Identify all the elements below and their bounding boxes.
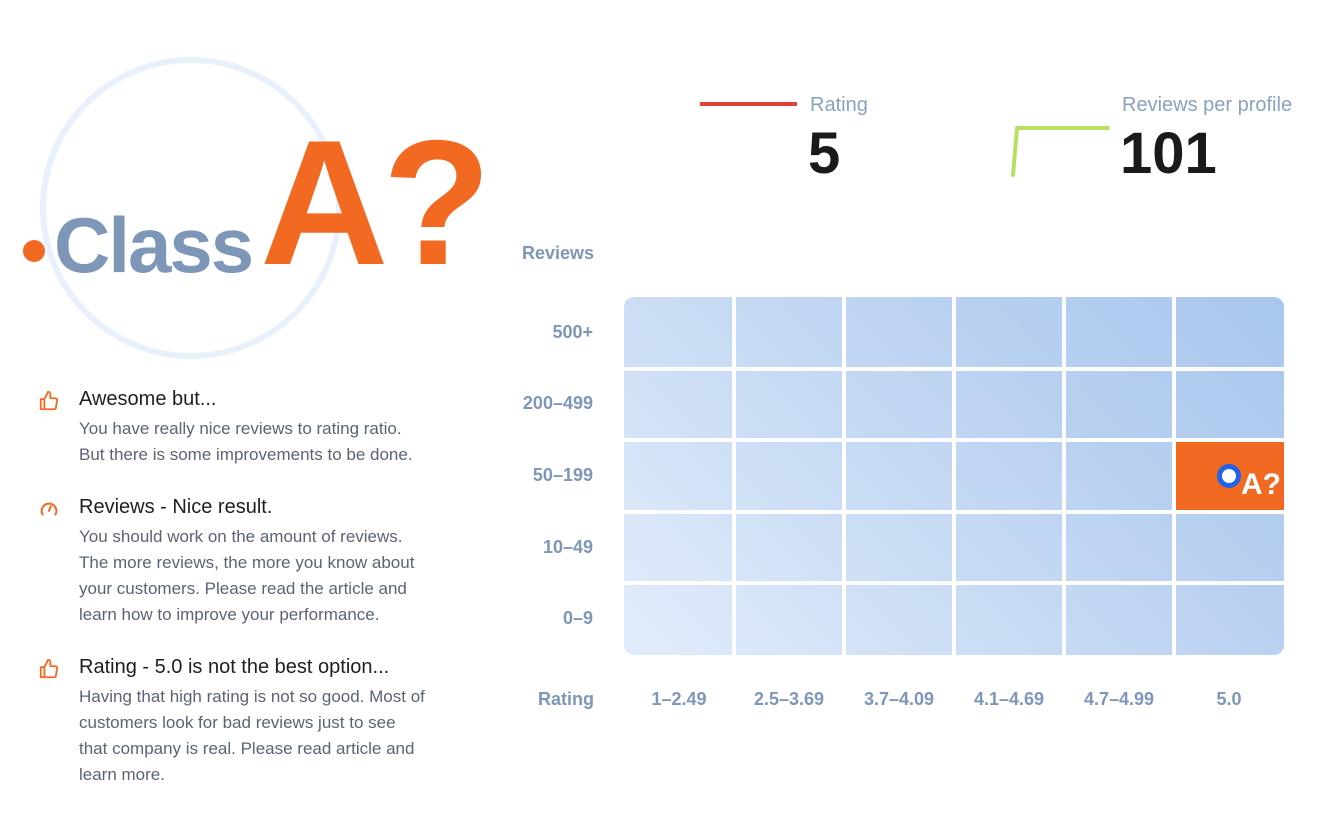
heatmap-cell	[844, 512, 954, 584]
feedback-body: You should work on the amount of reviews…	[79, 524, 459, 628]
grid-divider	[624, 581, 1284, 586]
heatmap-cell	[1064, 440, 1174, 512]
rating-legend-line	[700, 102, 797, 106]
grid-divider	[624, 366, 1284, 371]
class-grade: A?	[260, 103, 491, 302]
x-tick-label: 1–2.49	[651, 689, 707, 709]
grid-divider	[952, 297, 956, 655]
heatmap-cell	[1174, 297, 1284, 369]
x-tick-label: 2.5–3.69	[753, 689, 825, 709]
reviews-per-profile-label: Reviews per profile	[1122, 94, 1293, 116]
decorative-ring	[40, 57, 342, 359]
gauge-icon	[38, 498, 60, 520]
heatmap-cell	[844, 297, 954, 369]
feedback-line: your customers. Please read the article …	[79, 579, 407, 598]
feedback-line: You should work on the amount of reviews…	[79, 527, 403, 546]
feedback-title: Awesome but...	[79, 388, 217, 410]
x-axis-title: Rating	[538, 689, 594, 709]
heatmap-cell	[954, 369, 1064, 441]
class-word: Class	[54, 201, 254, 289]
heatmap-cell	[1064, 369, 1174, 441]
y-tick-label: 500+	[552, 321, 593, 342]
thumbs-up-icon	[38, 390, 60, 412]
heatmap-cell	[734, 297, 844, 369]
grid-divider	[842, 297, 846, 655]
thumbs-up-icon	[38, 658, 60, 680]
heatmap-cell	[954, 583, 1064, 655]
heatmap-cell	[844, 369, 954, 441]
heatmap-grid: A?	[624, 297, 1284, 655]
reviews-per-profile-value: 101	[1120, 121, 1217, 186]
feedback-line: learn more.	[79, 765, 165, 784]
y-tick-label: 0–9	[562, 608, 593, 629]
heatmap-cell	[1174, 512, 1284, 584]
grid-divider	[624, 438, 1284, 443]
grid-divider	[1062, 297, 1066, 655]
heatmap-cell	[844, 583, 954, 655]
heatmap-cell	[734, 440, 844, 512]
heatmap-cell	[1174, 369, 1284, 441]
rating-stat-label: Rating	[810, 94, 868, 116]
heatmap-cell	[1064, 297, 1174, 369]
heatmap-cell	[1174, 583, 1284, 655]
heatmap-cell	[1064, 583, 1174, 655]
feedback-line: Having that high rating is not so good. …	[79, 687, 425, 706]
y-tick-label: 10–49	[542, 536, 593, 557]
heatmap-cell	[954, 512, 1064, 584]
heatmap-cell	[954, 297, 1064, 369]
y-tick-label: 50–199	[532, 465, 593, 485]
heatmap-cell	[624, 369, 734, 441]
reviews-legend-line	[1011, 126, 1110, 177]
x-tick-label: 3.7–4.09	[863, 689, 935, 709]
bullet-dot	[23, 240, 45, 262]
rating-stat-value: 5	[808, 121, 841, 186]
heatmap-cell	[624, 512, 734, 584]
y-axis-title: Reviews	[522, 243, 595, 263]
heatmap-cell	[624, 583, 734, 655]
grid-divider	[1172, 297, 1176, 655]
feedback-title: Rating - 5.0 is not the best option...	[79, 656, 390, 678]
feedback-line: customers look for bad reviews just to s…	[79, 713, 396, 732]
feedback-line: that company is real. Please read articl…	[79, 739, 415, 758]
grid-divider	[624, 509, 1284, 514]
feedback-title: Reviews - Nice result.	[79, 496, 273, 518]
highlight-label: A?	[1241, 468, 1281, 502]
y-tick-label: 200–499	[522, 393, 593, 414]
feedback-body: You have really nice reviews to rating r…	[79, 416, 459, 468]
heatmap-cell	[734, 583, 844, 655]
x-tick-label: 4.1–4.69	[973, 689, 1045, 709]
heatmap-cell	[844, 440, 954, 512]
current-position-marker	[1217, 464, 1241, 489]
feedback-line: The more reviews, the more you know abou…	[79, 553, 415, 572]
feedback-line: But there is some improvements to be don…	[79, 445, 413, 464]
heatmap-cell	[624, 440, 734, 512]
heatmap-cell	[624, 297, 734, 369]
heatmap-cell	[1064, 512, 1174, 584]
x-tick-label: 5.0	[1216, 689, 1242, 709]
grid-divider	[732, 297, 736, 655]
x-tick-label: 4.7–4.99	[1083, 689, 1155, 709]
feedback-body: Having that high rating is not so good. …	[79, 684, 459, 788]
heatmap-cell	[734, 512, 844, 584]
feedback-line: learn how to improve your performance.	[79, 605, 380, 624]
heatmap-cell	[734, 369, 844, 441]
heatmap-cell	[954, 440, 1064, 512]
feedback-line: You have really nice reviews to rating r…	[79, 419, 402, 438]
